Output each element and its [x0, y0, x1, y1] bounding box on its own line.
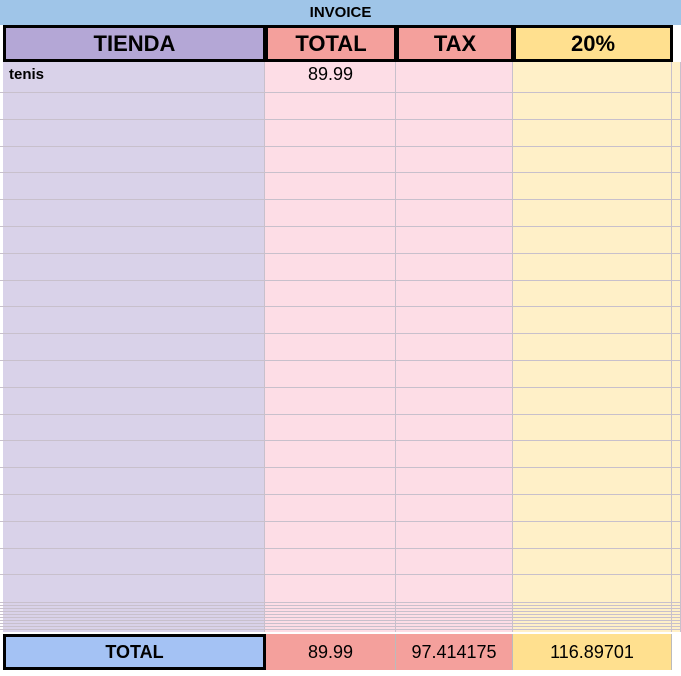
- header-cell: 20%: [513, 25, 673, 62]
- row-line: [0, 608, 681, 609]
- row-line: [0, 360, 681, 361]
- column-fill: [3, 62, 265, 632]
- header-cell: TIENDA: [3, 25, 266, 62]
- column-line: [671, 62, 672, 632]
- row-line: [0, 333, 681, 335]
- row-line: [0, 602, 681, 603]
- row-line: [0, 614, 681, 615]
- footer-total: 89.99: [266, 634, 396, 670]
- title: INVOICE: [309, 4, 372, 21]
- row-line: [0, 623, 681, 624]
- row-line: [0, 226, 681, 227]
- row-line: [0, 494, 681, 495]
- row-line: [0, 611, 681, 612]
- row-line: [0, 440, 681, 442]
- row-line: [0, 199, 681, 201]
- footer-percent: 116.89701: [513, 634, 672, 670]
- row-line: [0, 306, 681, 308]
- left-edge: [0, 62, 3, 632]
- footer-tax: 97.414175: [396, 634, 513, 670]
- column-fill: [396, 62, 513, 632]
- column-fill: [265, 62, 396, 632]
- row-line: [0, 279, 681, 281]
- row-line: [0, 620, 681, 621]
- row-item: tenis: [9, 66, 45, 83]
- row-line: [0, 118, 681, 120]
- row-line: [0, 467, 681, 469]
- row-line: [0, 520, 681, 522]
- row-line: [0, 605, 681, 606]
- column-line: [395, 62, 396, 632]
- row-line: [0, 547, 681, 549]
- column-line: [264, 62, 265, 632]
- row-total: 89.99: [307, 64, 354, 84]
- row-line: [0, 252, 681, 254]
- row-line: [0, 172, 681, 174]
- body-area: [0, 25, 681, 676]
- row-line: [0, 626, 681, 627]
- row-line: [0, 145, 681, 147]
- column-fill: [513, 62, 672, 632]
- row-line: [0, 386, 681, 388]
- header-cell: TOTAL: [265, 25, 397, 62]
- row-line: [0, 617, 681, 618]
- footer-label: TOTAL: [3, 634, 266, 670]
- column-line: [512, 62, 513, 632]
- title-bar: INVOICE: [0, 0, 681, 25]
- row-line: [0, 413, 681, 415]
- column-fill: [672, 62, 681, 632]
- row-line: [0, 574, 681, 576]
- row-line: [0, 629, 681, 630]
- header-cell: TAX: [396, 25, 514, 62]
- row-line: [0, 92, 681, 93]
